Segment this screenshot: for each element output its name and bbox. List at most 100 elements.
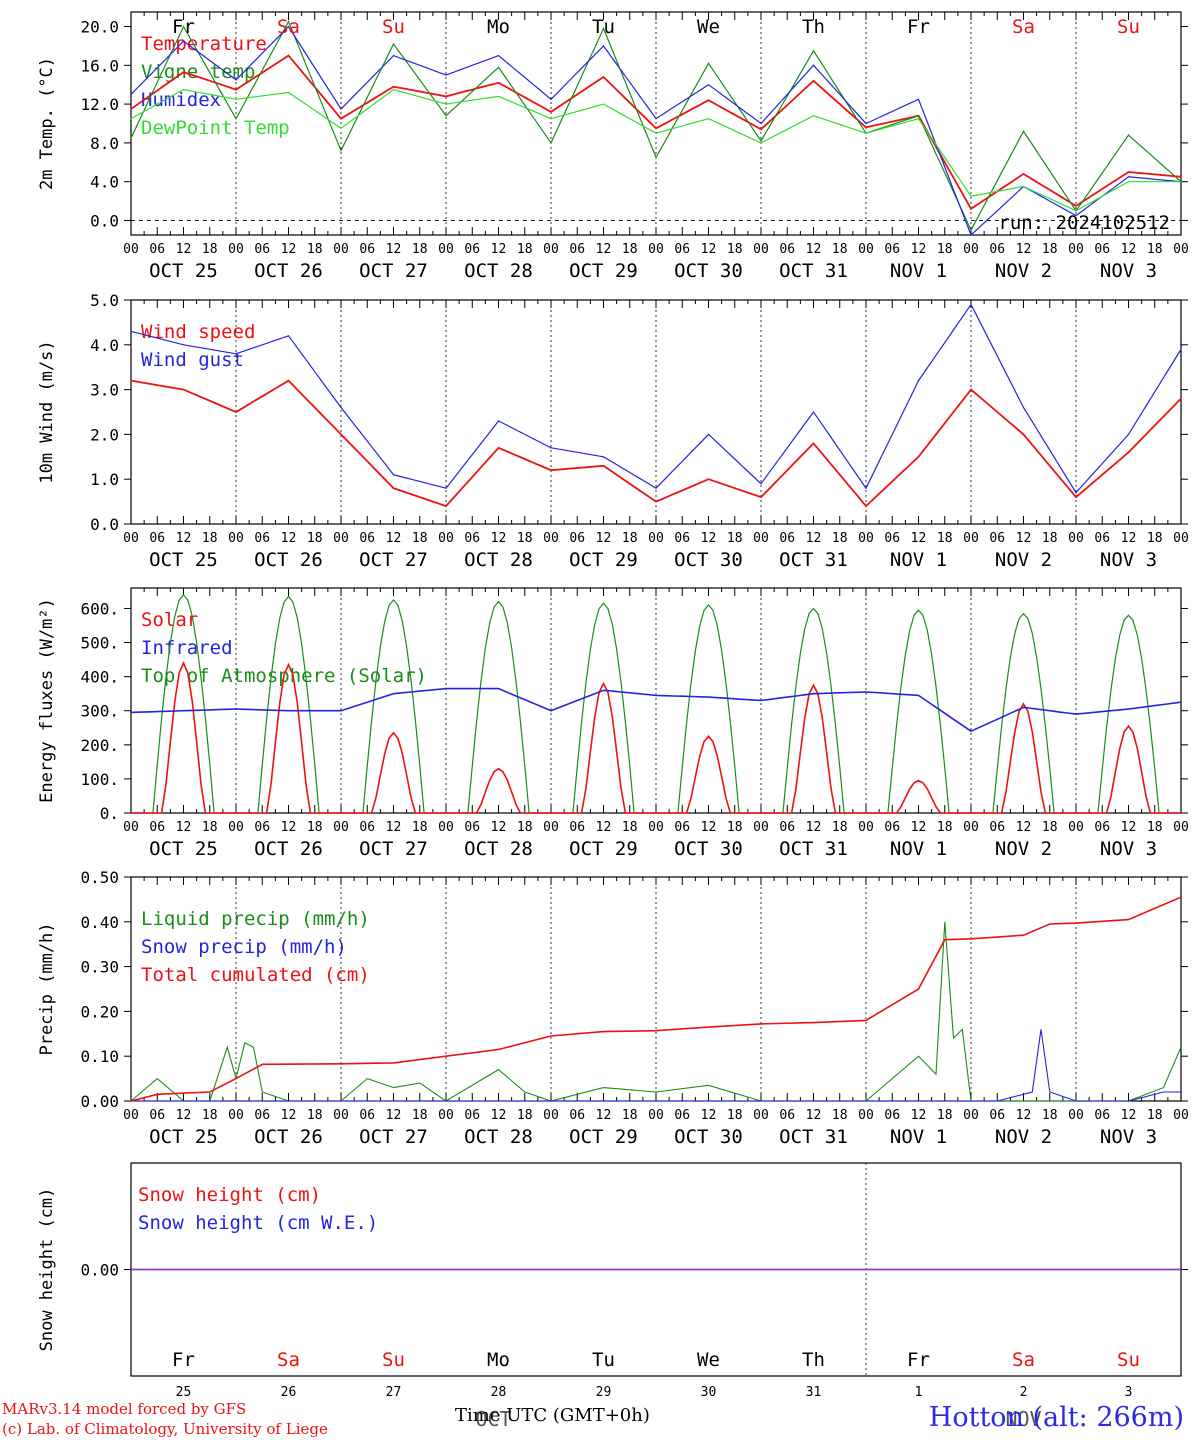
hour-tick-label: 00 xyxy=(858,820,874,835)
hour-tick-label: 00 xyxy=(1173,820,1189,835)
hour-tick-label: 18 xyxy=(1147,1108,1163,1123)
hour-tick-label: 06 xyxy=(359,531,375,546)
date-label: NOV 1 xyxy=(890,1126,947,1148)
data-point xyxy=(445,505,447,507)
series-line xyxy=(130,379,1182,508)
data-point xyxy=(130,330,132,332)
hour-tick-label: 12 xyxy=(1121,1108,1137,1123)
date-label: OCT 28 xyxy=(464,1126,533,1148)
y-tick-label: 0.20 xyxy=(80,1002,119,1021)
data-point xyxy=(812,411,815,413)
hour-tick-label: 00 xyxy=(1068,1108,1084,1123)
data-point xyxy=(340,406,342,409)
data-point xyxy=(235,411,237,413)
month-label: NOV xyxy=(1005,1407,1041,1431)
date-label: NOV 3 xyxy=(1100,1126,1157,1148)
hour-tick-label: 00 xyxy=(1173,1108,1189,1123)
hour-tick-label: 18 xyxy=(202,242,218,257)
hour-tick-label: 06 xyxy=(254,1108,270,1123)
data-point xyxy=(812,442,815,444)
date-label: OCT 31 xyxy=(779,838,848,860)
data-point xyxy=(760,483,762,485)
data-point xyxy=(340,108,342,110)
data-point xyxy=(445,103,447,105)
hour-tick-label: 00 xyxy=(123,242,139,257)
y-axis-label: 10m Wind (m/s) xyxy=(37,340,57,483)
hour-tick-label: 18 xyxy=(307,242,323,257)
y-tick-label: 0.40 xyxy=(80,913,119,932)
hour-tick-label: 12 xyxy=(1016,1108,1032,1123)
date-label: OCT 30 xyxy=(674,260,743,282)
run-label: run: 2024102512 xyxy=(998,212,1170,234)
hour-tick-label: 12 xyxy=(386,820,402,835)
hour-tick-label: 12 xyxy=(491,242,507,257)
hour-tick-label: 00 xyxy=(228,242,244,257)
hour-tick-label: 06 xyxy=(884,1108,900,1123)
data-point xyxy=(392,88,395,91)
data-point xyxy=(182,88,185,91)
hour-tick-label: 00 xyxy=(648,820,664,835)
hour-tick-label: 06 xyxy=(569,242,585,257)
hour-tick-label: 06 xyxy=(569,820,585,835)
data-point xyxy=(182,25,185,28)
data-point xyxy=(182,71,185,73)
y-tick-label: 300. xyxy=(80,702,119,721)
data-point xyxy=(1127,171,1130,173)
hour-tick-label: 12 xyxy=(1121,242,1137,257)
data-point xyxy=(392,43,395,45)
hour-tick-label: 18 xyxy=(832,242,848,257)
data-point xyxy=(182,344,185,346)
day-number-label: 27 xyxy=(386,1385,402,1400)
data-point xyxy=(287,335,290,337)
hour-tick-label: 06 xyxy=(884,820,900,835)
data-point xyxy=(917,456,920,458)
hour-tick-label: 18 xyxy=(1147,820,1163,835)
hour-tick-label: 12 xyxy=(176,531,192,546)
data-point xyxy=(550,118,552,120)
y-tick-label: 0. xyxy=(100,804,119,823)
data-point xyxy=(655,487,657,489)
hour-tick-label: 06 xyxy=(779,531,795,546)
data-point xyxy=(602,45,605,47)
hour-tick-label: 12 xyxy=(176,242,192,257)
date-label: OCT 26 xyxy=(254,838,323,860)
date-label: OCT 25 xyxy=(149,260,218,282)
hour-tick-label: 00 xyxy=(438,242,454,257)
data-point xyxy=(760,122,762,125)
data-point xyxy=(655,501,657,503)
hour-tick-label: 12 xyxy=(491,531,507,546)
date-label: OCT 30 xyxy=(674,838,743,860)
data-point xyxy=(130,118,132,120)
hour-tick-label: 00 xyxy=(858,1108,874,1123)
hour-tick-label: 00 xyxy=(123,1108,139,1123)
hour-tick-label: 18 xyxy=(727,531,743,546)
hour-tick-label: 18 xyxy=(517,242,533,257)
day-of-week-label: Th xyxy=(802,16,825,38)
hour-tick-label: 12 xyxy=(281,820,297,835)
station-name: Hotton (alt: 266m) xyxy=(928,1402,1184,1433)
data-point xyxy=(812,80,815,82)
hour-tick-label: 18 xyxy=(937,242,953,257)
data-point xyxy=(392,86,395,88)
y-tick-label: 0.00 xyxy=(80,1261,119,1280)
date-label: OCT 31 xyxy=(779,1126,848,1148)
hour-tick-label: 00 xyxy=(753,242,769,257)
hour-tick-label: 06 xyxy=(1094,531,1110,546)
data-point xyxy=(1127,134,1130,136)
hour-tick-label: 06 xyxy=(359,1108,375,1123)
data-point xyxy=(655,127,657,129)
data-point xyxy=(392,487,395,489)
hour-tick-label: 12 xyxy=(1121,820,1137,835)
data-point xyxy=(340,118,342,120)
hour-tick-label: 18 xyxy=(937,820,953,835)
hour-tick-label: 18 xyxy=(202,820,218,835)
data-point xyxy=(497,420,500,422)
hour-tick-label: 12 xyxy=(701,531,717,546)
hour-tick-label: 12 xyxy=(806,820,822,835)
data-point xyxy=(602,456,605,458)
data-point xyxy=(497,66,500,68)
hour-tick-label: 00 xyxy=(753,531,769,546)
day-number-label: 26 xyxy=(281,1385,297,1400)
data-point xyxy=(1127,181,1130,183)
hour-tick-label: 18 xyxy=(937,1108,953,1123)
